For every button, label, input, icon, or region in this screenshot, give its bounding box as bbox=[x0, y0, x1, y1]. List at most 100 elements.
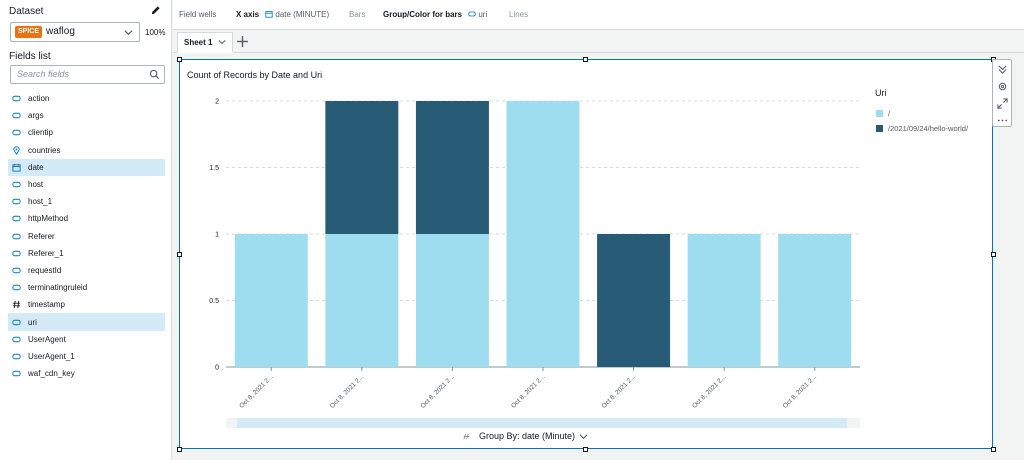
xaxis-label: X axis bbox=[236, 10, 260, 19]
field-item-httpmethod[interactable]: httpMethod bbox=[8, 210, 165, 227]
field-item-referer-1[interactable]: Referer_1 bbox=[8, 245, 165, 262]
resize-handle-r[interactable] bbox=[990, 251, 996, 257]
group-color-value: uri bbox=[478, 10, 488, 19]
more-options-icon[interactable] bbox=[997, 115, 1008, 126]
field-item-label: terminatingruleid bbox=[28, 283, 88, 293]
field-item-label: uri bbox=[28, 317, 37, 327]
group-by-icon bbox=[463, 433, 470, 439]
resize-handle-l[interactable] bbox=[176, 251, 182, 257]
search-icon bbox=[149, 69, 160, 80]
pencil-icon[interactable] bbox=[150, 5, 161, 16]
tab-sheet-1[interactable]: Sheet 1 bbox=[177, 32, 233, 53]
field-item-timestamp[interactable]: timestamp bbox=[8, 296, 165, 313]
legend-entry: /2021/09/24/hello-world/ bbox=[888, 124, 969, 133]
resize-handle-bl[interactable] bbox=[176, 446, 182, 452]
bar-root-6 bbox=[687, 234, 761, 367]
string-icon bbox=[12, 199, 21, 205]
field-item-label: args bbox=[28, 111, 44, 121]
field-item-label: date bbox=[28, 162, 44, 172]
field-item-label: Referer bbox=[28, 231, 55, 241]
calendar-icon bbox=[12, 163, 21, 172]
legend-swatch bbox=[876, 110, 883, 117]
gear-icon[interactable] bbox=[997, 81, 1008, 92]
y-tick-label: 0 bbox=[215, 365, 219, 372]
string-icon bbox=[12, 336, 21, 342]
chevron-down-icon bbox=[124, 30, 133, 36]
bar-root-2 bbox=[325, 234, 399, 367]
chevron-down-icon[interactable] bbox=[218, 38, 227, 46]
xaxis-value: date (MINUTE) bbox=[275, 10, 330, 19]
bar-hello-world-3 bbox=[415, 101, 489, 234]
field-item-referer[interactable]: Referer bbox=[8, 228, 165, 245]
expand-icon[interactable] bbox=[997, 98, 1008, 109]
string-icon bbox=[12, 130, 21, 136]
group-color-well[interactable]: Group/Color for bars uri bbox=[383, 10, 487, 19]
field-wells-bar: Field wells X axis date (MINUTE) Bars Gr… bbox=[173, 0, 1024, 30]
resize-handle-t[interactable] bbox=[582, 56, 588, 62]
dataset-select[interactable]: SPICE waflog bbox=[10, 22, 140, 42]
field-item-countries[interactable]: countries bbox=[8, 142, 165, 159]
visual-toolbar bbox=[992, 59, 1012, 127]
field-item-label: host bbox=[28, 180, 44, 190]
string-icon bbox=[12, 370, 21, 377]
field-item-clientip[interactable]: clientip bbox=[8, 124, 165, 141]
field-item-action[interactable]: action bbox=[8, 90, 165, 107]
string-icon bbox=[12, 353, 21, 360]
field-item-label: action bbox=[28, 94, 50, 104]
resize-handle-br[interactable] bbox=[990, 446, 996, 452]
scrollbar-thumb[interactable] bbox=[237, 418, 847, 428]
y-tick-label: 1 bbox=[215, 232, 219, 239]
search-input[interactable] bbox=[17, 69, 142, 79]
resize-handle-tl[interactable] bbox=[176, 56, 182, 62]
field-item-label: clientip bbox=[28, 128, 53, 138]
field-item-label: host_1 bbox=[28, 197, 53, 207]
field-item-label: countries bbox=[28, 145, 61, 155]
field-item-date[interactable]: date bbox=[8, 158, 165, 176]
field-item-host-1[interactable]: host_1 bbox=[8, 193, 165, 210]
bars-well[interactable]: Bars bbox=[349, 10, 366, 19]
string-icon bbox=[12, 95, 21, 102]
field-wells-title[interactable]: Field wells bbox=[179, 10, 217, 19]
x-tick-label: Oct 8, 2021 2... bbox=[691, 373, 728, 410]
y-tick-label: 2 bbox=[215, 99, 219, 106]
add-sheet-icon[interactable] bbox=[236, 35, 249, 48]
string-icon bbox=[12, 250, 21, 256]
search-box bbox=[10, 65, 165, 84]
field-item-useragent-1[interactable]: UserAgent_1 bbox=[8, 348, 165, 365]
field-item-terminatingruleid[interactable]: terminatingruleid bbox=[8, 279, 165, 296]
dataset-name: waflog bbox=[46, 26, 75, 37]
group-by-control[interactable]: Group By: date (Minute) bbox=[463, 431, 595, 441]
geo-icon bbox=[13, 145, 20, 155]
x-tick-label: Oct 8, 2021 2... bbox=[510, 373, 547, 410]
legend-title: Uri bbox=[875, 88, 887, 98]
tab-sheet-1-label: Sheet 1 bbox=[184, 37, 213, 47]
field-item-host[interactable]: host bbox=[8, 176, 165, 193]
xaxis-well[interactable]: X axis date (MINUTE) bbox=[236, 10, 329, 19]
spice-badge: SPICE bbox=[15, 26, 43, 38]
field-item-label: httpMethod bbox=[28, 214, 69, 224]
field-item-uri[interactable]: uri bbox=[8, 313, 165, 331]
y-tick-label: 0.5 bbox=[209, 298, 219, 305]
field-item-waf-cdn-key[interactable]: waf_cdn_key bbox=[8, 365, 165, 382]
calendar-icon bbox=[265, 11, 273, 18]
resize-handle-b[interactable] bbox=[582, 446, 588, 452]
string-icon bbox=[468, 11, 476, 17]
hash-icon bbox=[12, 301, 21, 309]
string-icon bbox=[12, 284, 21, 291]
y-tick-label: 1.5 bbox=[209, 165, 219, 172]
field-item-args[interactable]: args bbox=[8, 107, 165, 124]
field-item-label: timestamp bbox=[28, 300, 65, 310]
string-icon bbox=[12, 181, 21, 188]
x-tick-label: Oct 8, 2021 2... bbox=[238, 373, 275, 410]
collapse-icon[interactable] bbox=[997, 64, 1008, 75]
group-color-label: Group/Color for bars bbox=[383, 10, 463, 19]
field-item-label: UserAgent_1 bbox=[28, 351, 75, 361]
field-item-requestid[interactable]: requestId bbox=[8, 262, 165, 279]
string-icon bbox=[12, 267, 21, 274]
bar-hello-world-2 bbox=[325, 101, 399, 234]
lines-well[interactable]: Lines bbox=[509, 10, 529, 19]
field-item-useragent[interactable]: UserAgent bbox=[8, 331, 165, 348]
x-tick-label: Oct 8, 2021 2... bbox=[419, 373, 456, 410]
string-icon bbox=[12, 113, 21, 119]
